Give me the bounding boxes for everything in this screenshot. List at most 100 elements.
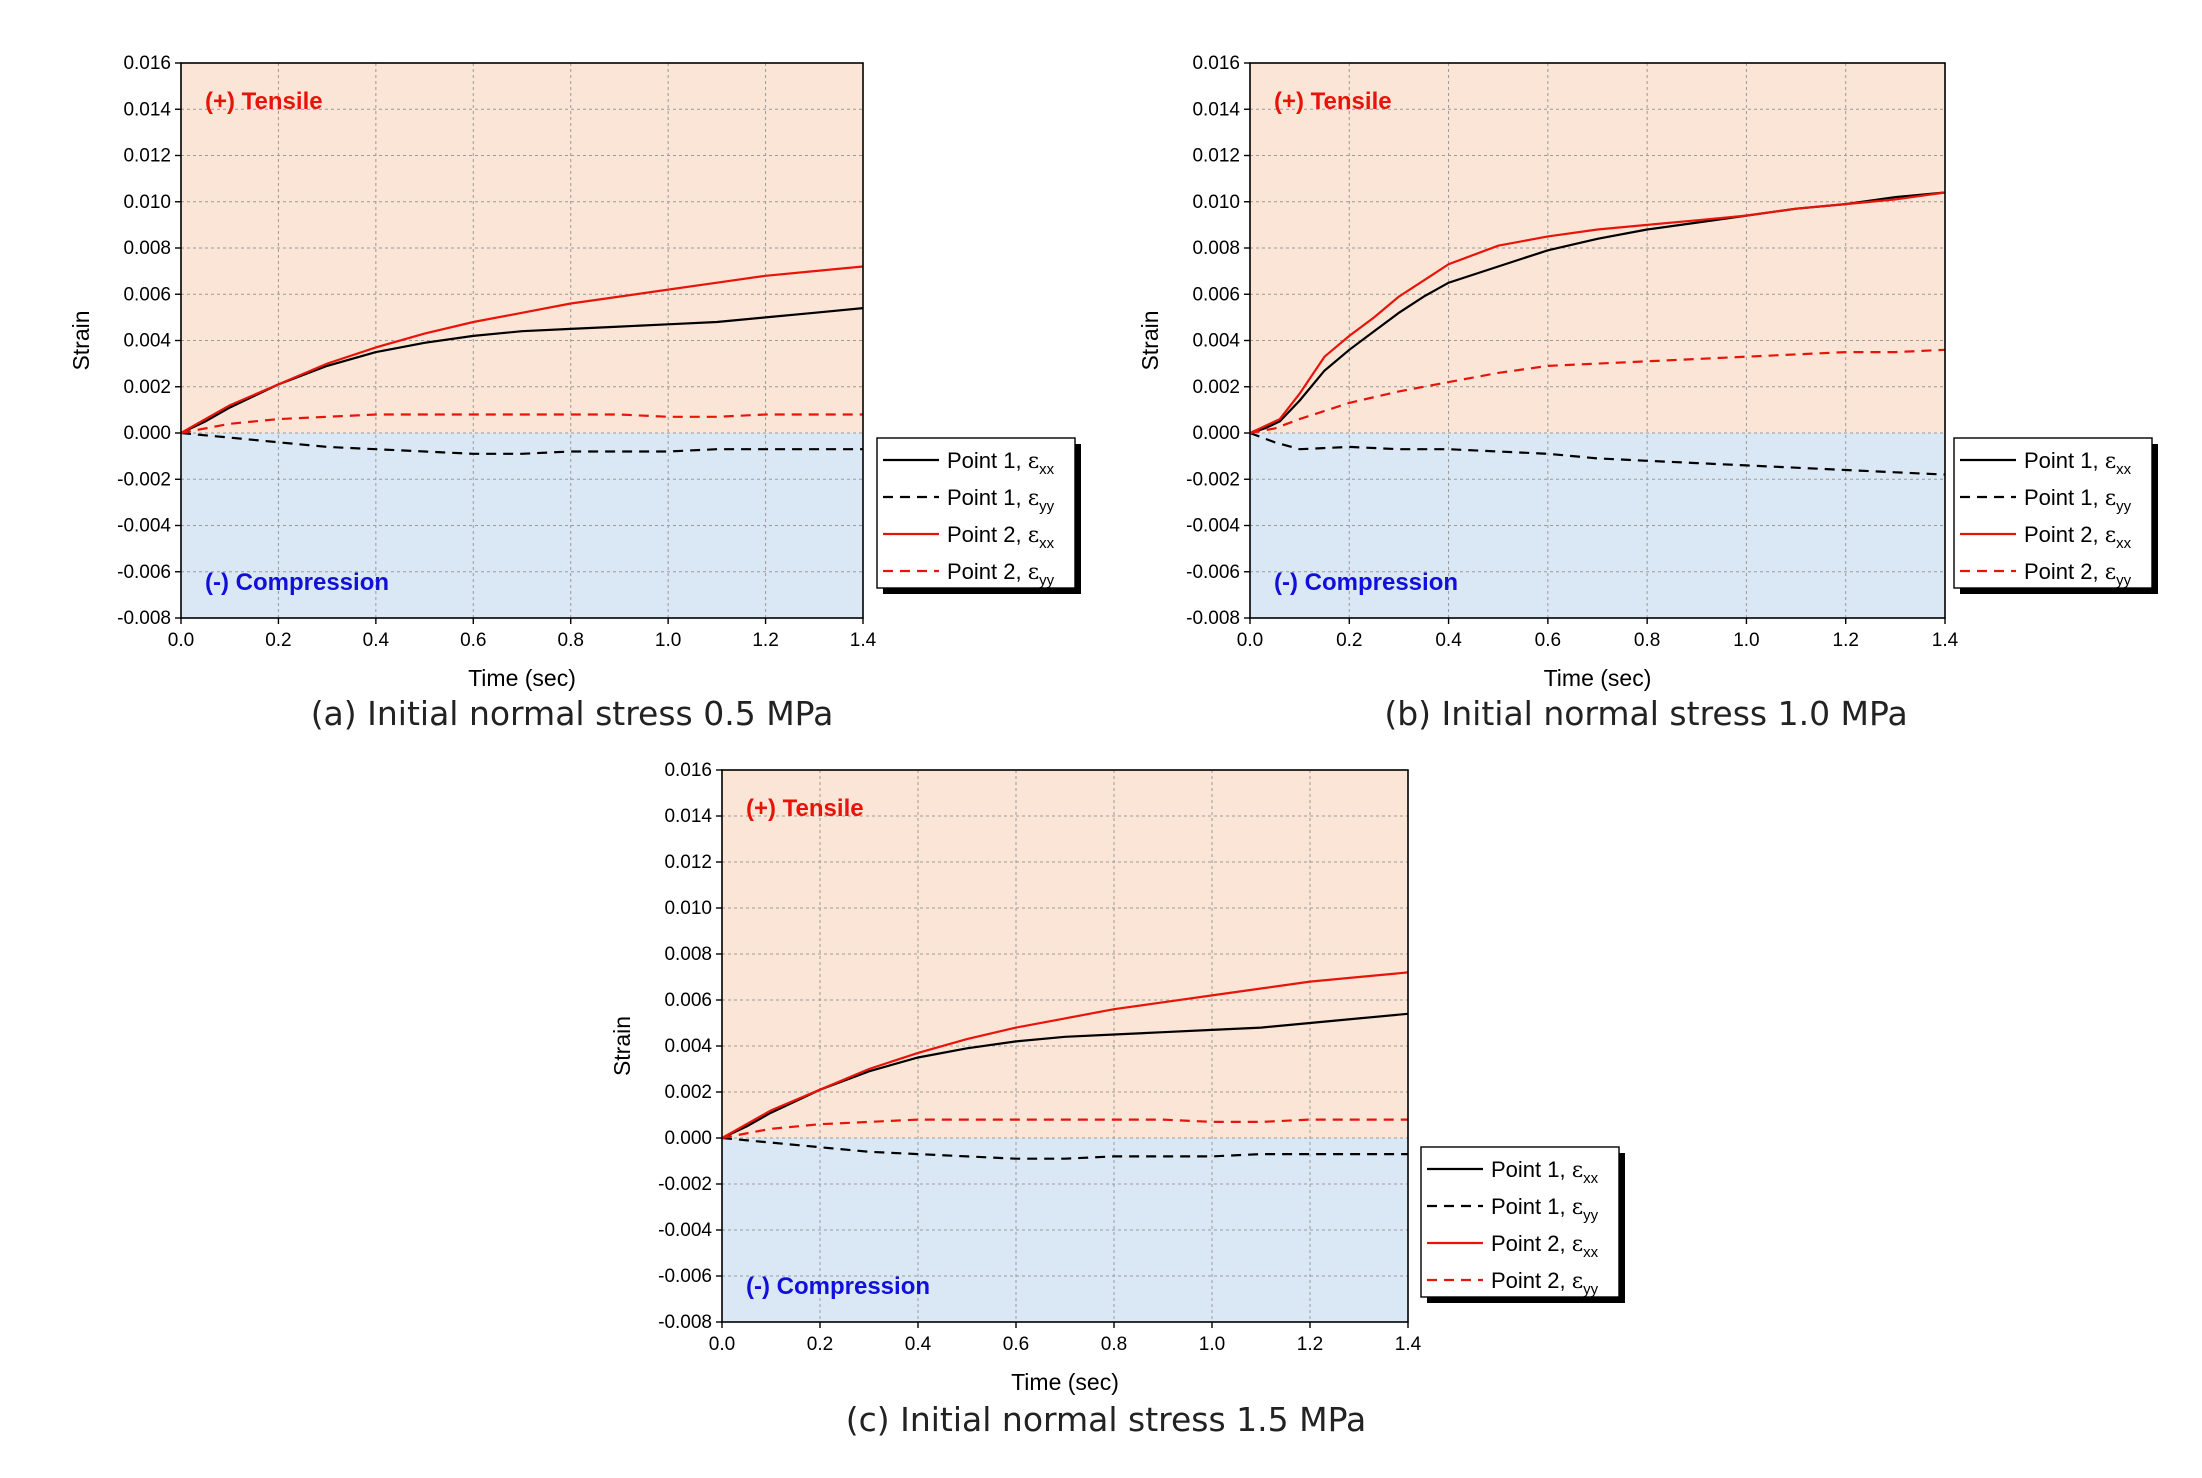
legend-entry-a-2: Point 2, εxx bbox=[947, 522, 1055, 552]
series-line-a-1 bbox=[180, 431, 863, 455]
x-tick-label-a-0: 0.0 bbox=[168, 630, 194, 651]
y-tick-label-c-12: 0.016 bbox=[664, 760, 712, 781]
y-tick-label-c-3: -0.002 bbox=[658, 1174, 712, 1195]
x-axis-label-b: Time (sec) bbox=[1544, 665, 1652, 691]
caption-c: (c) Initial normal stress 1.5 MPa bbox=[845, 1400, 1367, 1439]
x-tick-label-b-3: 0.6 bbox=[1535, 630, 1561, 651]
legend-entry-a-3: Point 2, εyy bbox=[947, 559, 1055, 589]
y-tick-label-b-1: -0.006 bbox=[1186, 562, 1240, 583]
legend-entry-b-2: Point 2, εxx bbox=[2024, 522, 2132, 552]
y-tick-label-b-2: -0.004 bbox=[1186, 516, 1240, 537]
legend-box-b bbox=[1953, 437, 2153, 589]
x-tick-label-a-2: 0.4 bbox=[363, 630, 390, 651]
x-tick-label-a-1: 0.2 bbox=[265, 630, 291, 651]
y-tick-label-b-5: 0.002 bbox=[1192, 377, 1240, 398]
y-tick-label-a-2: -0.004 bbox=[117, 516, 171, 537]
y-tick-label-c-1: -0.006 bbox=[658, 1266, 712, 1287]
x-tick-label-c-7: 1.4 bbox=[1395, 1334, 1422, 1355]
series-line-b-1 bbox=[1249, 431, 1946, 476]
compression-label-c: (-) Compression bbox=[746, 1273, 930, 1300]
x-tick-label-c-0: 0.0 bbox=[709, 1334, 735, 1355]
y-tick-label-a-11: 0.014 bbox=[123, 99, 171, 120]
x-tick-label-a-7: 1.4 bbox=[850, 630, 877, 651]
caption-b: (b) Initial normal stress 1.0 MPa bbox=[1384, 694, 1908, 733]
x-tick-label-a-6: 1.2 bbox=[752, 630, 778, 651]
x-tick-label-c-4: 0.8 bbox=[1101, 1334, 1127, 1355]
legend-entry-c-3: Point 2, εyy bbox=[1491, 1268, 1599, 1298]
y-tick-label-a-0: -0.008 bbox=[117, 608, 171, 629]
y-tick-label-c-6: 0.004 bbox=[664, 1036, 712, 1057]
x-tick-label-b-7: 1.4 bbox=[1932, 630, 1959, 651]
x-tick-label-b-1: 0.2 bbox=[1336, 630, 1362, 651]
x-tick-label-b-4: 0.8 bbox=[1634, 630, 1660, 651]
series-line-c-3 bbox=[721, 1118, 1408, 1140]
series-line-b-3 bbox=[1249, 348, 1946, 435]
y-tick-label-b-12: 0.016 bbox=[1192, 53, 1240, 74]
y-tick-label-a-5: 0.002 bbox=[123, 377, 171, 398]
chart-panel-c: (+) Tensile (-) Compression 0.0 0.2 0.4 0.6 0.… bbox=[535, 705, 1665, 1410]
compression-region-a bbox=[181, 433, 863, 618]
legend-box-c bbox=[1420, 1146, 1620, 1298]
y-tick-label-c-7: 0.006 bbox=[664, 990, 712, 1011]
y-tick-label-a-9: 0.010 bbox=[123, 192, 171, 213]
y-tick-label-c-10: 0.012 bbox=[664, 852, 712, 873]
legend-box-a bbox=[876, 437, 1076, 589]
tensile-label-b: (+) Tensile bbox=[1274, 88, 1392, 115]
y-tick-label-b-11: 0.014 bbox=[1192, 99, 1240, 120]
y-tick-label-a-1: -0.006 bbox=[117, 562, 171, 583]
series-line-c-2 bbox=[721, 971, 1409, 1139]
y-tick-label-b-7: 0.006 bbox=[1192, 284, 1240, 305]
chart-c-svg: (+) Tensile (-) Compression 0.0 0.2 0.4 0.6 0.… bbox=[609, 760, 1625, 1395]
legend-entry-c-0: Point 1, εxx bbox=[1491, 1157, 1599, 1187]
y-tick-label-a-4: 0.000 bbox=[123, 423, 171, 444]
x-tick-label-b-5: 1.0 bbox=[1733, 630, 1759, 651]
x-tick-label-c-6: 1.2 bbox=[1297, 1334, 1323, 1355]
x-tick-label-c-5: 1.0 bbox=[1199, 1334, 1225, 1355]
y-tick-label-a-12: 0.016 bbox=[123, 53, 171, 74]
y-tick-label-b-9: 0.010 bbox=[1192, 192, 1240, 213]
x-tick-label-c-3: 0.6 bbox=[1003, 1334, 1029, 1355]
x-tick-label-a-4: 0.8 bbox=[558, 630, 584, 651]
y-axis-label-a: Strain bbox=[68, 310, 94, 370]
legend-entry-c-1: Point 1, εyy bbox=[1491, 1194, 1599, 1224]
y-tick-label-b-8: 0.008 bbox=[1192, 238, 1240, 259]
y-tick-label-c-5: 0.002 bbox=[664, 1082, 712, 1103]
y-tick-label-c-8: 0.008 bbox=[664, 944, 712, 965]
y-axis-label-b: Strain bbox=[1137, 310, 1163, 370]
y-tick-label-b-6: 0.004 bbox=[1192, 331, 1240, 352]
x-tick-label-a-5: 1.0 bbox=[655, 630, 681, 651]
y-tick-label-a-8: 0.008 bbox=[123, 238, 171, 259]
y-tick-label-c-0: -0.008 bbox=[658, 1312, 712, 1333]
x-tick-label-c-1: 0.2 bbox=[807, 1334, 833, 1355]
y-tick-label-b-10: 0.012 bbox=[1192, 146, 1240, 167]
x-tick-label-b-0: 0.0 bbox=[1237, 630, 1263, 651]
x-tick-label-a-3: 0.6 bbox=[460, 630, 486, 651]
x-tick-label-b-2: 0.4 bbox=[1435, 630, 1462, 651]
y-tick-label-a-3: -0.002 bbox=[117, 469, 171, 490]
series-line-a-3 bbox=[180, 413, 863, 435]
y-tick-label-a-10: 0.012 bbox=[123, 146, 171, 167]
x-axis-label-a: Time (sec) bbox=[468, 665, 576, 691]
legend-entry-b-0: Point 1, εxx bbox=[2024, 448, 2132, 478]
series-line-a-2 bbox=[180, 265, 864, 434]
legend-entry-a-0: Point 1, εxx bbox=[947, 448, 1055, 478]
x-tick-label-c-2: 0.4 bbox=[905, 1334, 932, 1355]
tensile-region-a bbox=[181, 63, 863, 433]
chart-b-svg: (+) Tensile (-) Compression 0.0 0.2 0.4 0.6 0.… bbox=[1137, 53, 2158, 691]
y-tick-label-a-7: 0.006 bbox=[123, 284, 171, 305]
y-tick-label-c-11: 0.014 bbox=[664, 806, 712, 827]
y-tick-label-c-2: -0.004 bbox=[658, 1220, 712, 1241]
y-tick-label-b-4: 0.000 bbox=[1192, 423, 1240, 444]
compression-label-a: (-) Compression bbox=[205, 569, 389, 596]
y-tick-label-b-3: -0.002 bbox=[1186, 469, 1240, 490]
legend-entry-b-1: Point 1, εyy bbox=[2024, 485, 2132, 515]
tensile-label-c: (+) Tensile bbox=[746, 795, 864, 822]
tensile-label-a: (+) Tensile bbox=[205, 88, 323, 115]
x-axis-label-c: Time (sec) bbox=[1011, 1369, 1119, 1395]
chart-panel-a: (+) Tensile (-) Compression 0.0 0.2 0.4 0.6 0.… bbox=[0, 0, 1101, 705]
caption-a: (a) Initial normal stress 0.5 MPa bbox=[310, 694, 834, 733]
y-axis-label-c: Strain bbox=[609, 1016, 635, 1076]
y-tick-label-b-0: -0.008 bbox=[1186, 608, 1240, 629]
y-tick-label-a-6: 0.004 bbox=[123, 331, 171, 352]
y-tick-label-c-4: 0.000 bbox=[664, 1128, 712, 1149]
